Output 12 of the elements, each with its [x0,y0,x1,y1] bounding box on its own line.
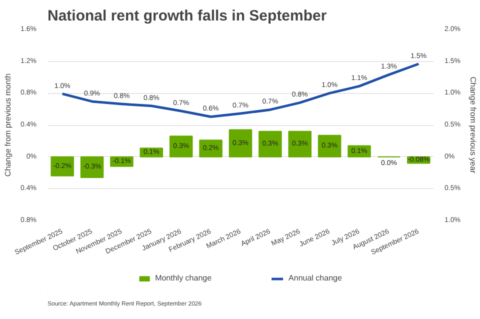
bar [288,130,312,158]
legend-label: Annual change [288,274,342,282]
y-axis-title: Change from previous month [4,73,13,177]
bar [258,130,282,158]
y2-axis-title: Change from previous year [468,76,478,174]
bar [318,134,342,158]
bar [169,136,193,158]
bar [50,156,74,176]
bar [199,140,222,158]
legend-label: Monthly change [155,274,212,282]
chart-title: National rent growth falls in September [48,8,327,24]
bar [228,129,252,158]
